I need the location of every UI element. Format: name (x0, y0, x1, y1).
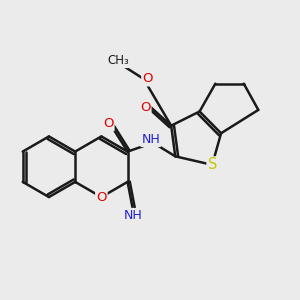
Text: O: O (142, 72, 153, 86)
Text: CH₃: CH₃ (107, 54, 129, 67)
Text: S: S (208, 157, 217, 172)
Text: NH: NH (124, 209, 142, 222)
Text: NH: NH (141, 133, 160, 146)
Text: O: O (140, 101, 151, 114)
Text: O: O (103, 117, 114, 130)
Text: O: O (96, 190, 106, 204)
